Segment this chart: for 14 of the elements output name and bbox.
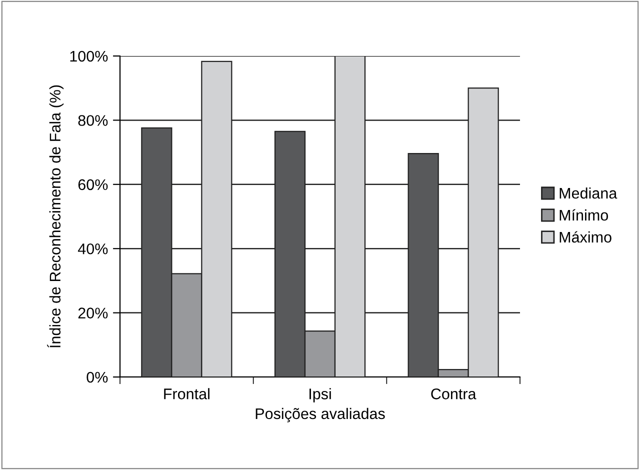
x-axis-title: Posições avaliadas (256, 408, 385, 422)
legend-label: Mínimo (560, 209, 608, 221)
y-tick-label: 40% (78, 243, 108, 254)
x-tick-label: Frontal (164, 388, 210, 400)
y-tick-label: 20% (78, 308, 108, 318)
y-tick-label: 80% (78, 115, 108, 126)
x-tick-label: Ipsi (310, 388, 331, 402)
legend-label: Mediana (560, 187, 618, 199)
x-tick-label: Contra (431, 388, 476, 400)
y-tick-label: 100% (70, 50, 108, 62)
y-tick-label: 0% (86, 372, 108, 383)
y-axis-title: Índice de Reconhecimento de Fala (%) (47, 85, 64, 348)
y-tick-label: 60% (78, 179, 108, 190)
legend-label: Máximo (560, 231, 612, 243)
